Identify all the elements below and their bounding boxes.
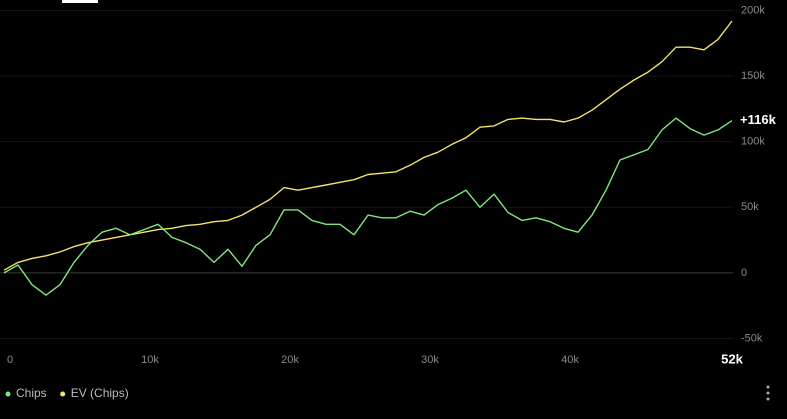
end-value-label: +116k bbox=[740, 112, 777, 127]
series-line bbox=[3, 20, 733, 271]
y-tick-label: 50k bbox=[741, 201, 759, 213]
y-tick-label: 0 bbox=[741, 267, 747, 279]
y-tick-label: 150k bbox=[741, 70, 765, 82]
legend-label: EV (Chips) bbox=[71, 386, 129, 400]
x-tick-label: 0 bbox=[7, 354, 13, 366]
series-line bbox=[3, 117, 733, 296]
legend-label: Chips bbox=[16, 386, 47, 400]
tab-indicator bbox=[62, 0, 98, 3]
menu-button[interactable] bbox=[766, 385, 770, 401]
legend-marker bbox=[60, 391, 66, 397]
x-tick-label: 20k bbox=[281, 354, 299, 366]
y-tick-label: -50k bbox=[741, 332, 763, 344]
y-tick-label: 100k bbox=[741, 136, 765, 148]
x-tick-label: 10k bbox=[141, 354, 159, 366]
x-tick-label: 30k bbox=[421, 354, 439, 366]
x-tick-label: 40k bbox=[561, 354, 579, 366]
legend-marker bbox=[5, 391, 11, 397]
x-tick-label: 52k bbox=[721, 351, 743, 366]
y-tick-label: 200k bbox=[741, 4, 765, 16]
